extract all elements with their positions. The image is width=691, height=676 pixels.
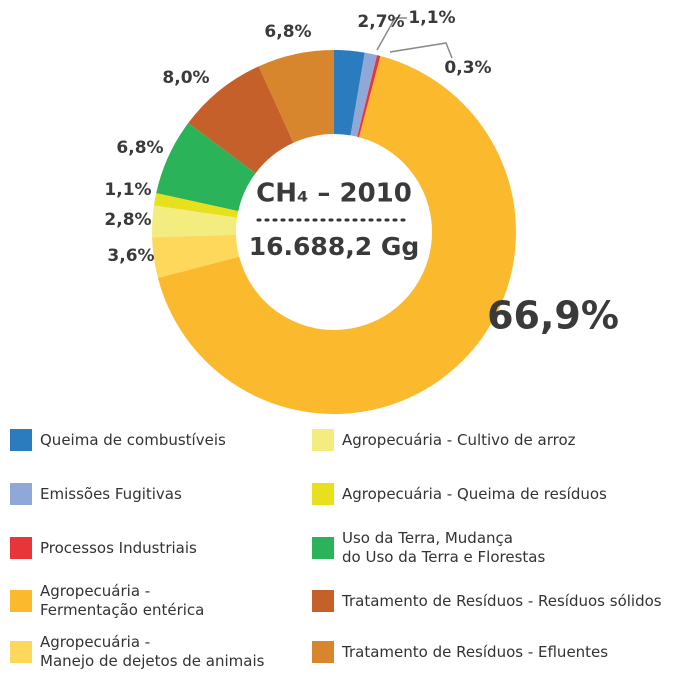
slice — [153, 193, 239, 218]
legend-swatch — [312, 641, 334, 663]
center-value: 16.688,2 Gg — [249, 232, 419, 261]
legend-item: Agropecuária - Cultivo de arroz — [312, 420, 576, 460]
legend-label: Tratamento de Resíduos - Efluentes — [342, 642, 609, 661]
center-title: CH₄ – 2010 — [256, 179, 412, 209]
slice — [188, 66, 294, 174]
legend-item: Agropecuária - Fermentação entérica — [10, 581, 204, 621]
value-label: 2,8% — [104, 210, 151, 230]
leader-line — [376, 17, 407, 51]
legend-label: Agropecuária - Fermentação entérica — [40, 582, 205, 619]
slice — [156, 123, 256, 212]
legend-label: Emissões Fugitivas — [40, 484, 182, 503]
slice — [357, 55, 381, 138]
value-label: 0,3% — [444, 58, 491, 78]
legend-label: Agropecuária - Cultivo de arroz — [342, 430, 576, 449]
legend-item: Emissões Fugitivas — [10, 474, 182, 514]
legend-item: Uso da Terra, Mudança do Uso da Terra e … — [312, 528, 545, 568]
legend-swatch — [312, 429, 334, 451]
value-label: 66,9% — [487, 294, 619, 338]
leader-line — [389, 42, 453, 59]
legend-item: Agropecuária - Queima de resíduos — [312, 474, 607, 514]
legend-item: Queima de combustíveis — [10, 420, 226, 460]
legend-label: Processos Industriais — [40, 538, 197, 557]
value-label: 3,6% — [107, 246, 154, 266]
legend-swatch — [10, 483, 32, 505]
legend-label: Agropecuária - Queima de resíduos — [342, 484, 607, 503]
legend-swatch — [10, 590, 32, 612]
legend-item: Tratamento de Resíduos - Resíduos sólido… — [312, 581, 662, 621]
value-label: 1,1% — [408, 8, 455, 28]
legend-label: Agropecuária - Manejo de dejetos de anim… — [40, 633, 265, 670]
legend-item: Agropecuária - Manejo de dejetos de anim… — [10, 632, 264, 672]
slice — [157, 55, 516, 414]
legend-swatch — [312, 537, 334, 559]
legend-swatch — [10, 537, 32, 559]
legend-swatch — [10, 429, 32, 451]
legend-label: Uso da Terra, Mudança do Uso da Terra e … — [342, 529, 546, 566]
legend-item: Tratamento de Resíduos - Efluentes — [312, 632, 608, 672]
slice — [152, 205, 238, 238]
slice — [258, 50, 334, 143]
legend-item: Processos Industriais — [10, 528, 197, 568]
chart: CH₄ – 2010 16.688,2 Gg 2,7% 1,1%0,3%66,9%… — [104, 8, 619, 414]
value-label: 2,7% — [357, 12, 404, 32]
value-label: 8,0% — [162, 68, 209, 88]
slice — [350, 52, 378, 137]
value-label: 6,8% — [116, 138, 163, 158]
legend-swatch — [312, 590, 334, 612]
slice — [152, 234, 240, 279]
slice — [334, 50, 365, 136]
legend-label: Queima de combustíveis — [40, 430, 226, 449]
legend-swatch — [312, 483, 334, 505]
value-label: 6,8% — [264, 22, 311, 42]
value-label: 1,1% — [104, 180, 151, 200]
legend-label: Tratamento de Resíduos - Resíduos sólido… — [342, 591, 662, 610]
legend-swatch — [10, 641, 32, 663]
